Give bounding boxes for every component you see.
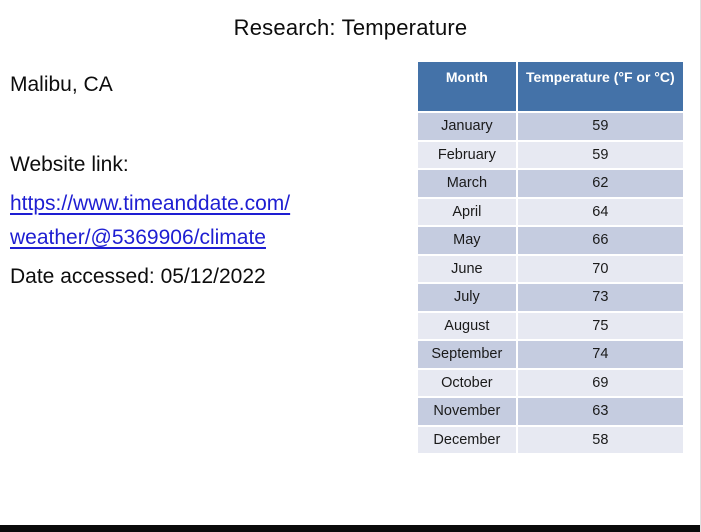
month-cell: August — [418, 312, 516, 339]
temperature-cell: 63 — [517, 398, 683, 425]
table-row: June 70 — [418, 255, 683, 282]
month-cell: April — [418, 198, 516, 225]
month-cell: September — [418, 341, 516, 368]
table-row: October 69 — [418, 369, 683, 396]
temperature-cell: 64 — [517, 198, 683, 225]
month-cell: October — [418, 369, 516, 396]
location-text: Malibu, CA — [10, 73, 113, 96]
table-row: April 64 — [418, 198, 683, 225]
temperature-cell: 70 — [517, 255, 683, 282]
table-row: March 62 — [418, 170, 683, 197]
slide-bottom-border — [0, 525, 700, 532]
temperature-cell: 58 — [517, 426, 683, 453]
temperature-cell: 69 — [517, 369, 683, 396]
table-row: November 63 — [418, 398, 683, 425]
table-row: May 66 — [418, 227, 683, 254]
month-cell: November — [418, 398, 516, 425]
month-cell: June — [418, 255, 516, 282]
website-hyperlink-line1[interactable]: https://www.timeanddate.com/ — [10, 192, 291, 215]
table-row: September 74 — [418, 341, 683, 368]
month-cell: July — [418, 284, 516, 311]
month-cell: May — [418, 227, 516, 254]
month-cell: January — [418, 113, 516, 140]
temperature-cell: 74 — [517, 341, 683, 368]
temperature-cell: 59 — [517, 141, 683, 168]
temperature-cell: 73 — [517, 284, 683, 311]
website-hyperlink-line2[interactable]: weather/@5369906/climate — [10, 226, 266, 249]
table-row: August 75 — [418, 312, 683, 339]
column-header-temperature: Temperature (°F or °C) — [517, 62, 683, 111]
temperature-table: Month Temperature (°F or °C) January 59 … — [416, 60, 685, 455]
table-row: July 73 — [418, 284, 683, 311]
temperature-cell: 62 — [517, 170, 683, 197]
website-link-label: Website link: — [10, 153, 129, 176]
column-header-month: Month — [418, 62, 516, 111]
temperature-cell: 75 — [517, 312, 683, 339]
month-cell: December — [418, 426, 516, 453]
temperature-cell: 66 — [517, 227, 683, 254]
month-cell: March — [418, 170, 516, 197]
temperature-cell: 59 — [517, 113, 683, 140]
table-row: December 58 — [418, 426, 683, 453]
month-cell: February — [418, 141, 516, 168]
table-row: January 59 — [418, 113, 683, 140]
slide-title: Research: Temperature — [233, 15, 468, 40]
date-accessed-text: Date accessed: 05/12/2022 — [10, 265, 266, 288]
table-header-row: Month Temperature (°F or °C) — [418, 62, 683, 111]
table-row: February 59 — [418, 141, 683, 168]
